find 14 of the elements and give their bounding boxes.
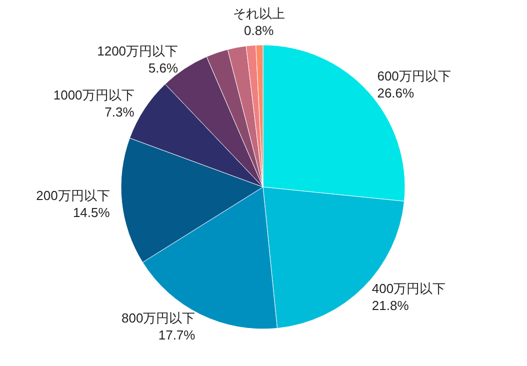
slice-label: 800万円以下 <box>122 310 196 326</box>
data-label: 14.5% <box>72 204 110 220</box>
slice-label: 600万円以下 <box>377 68 451 84</box>
data-label: 7.3% <box>104 104 135 120</box>
slice-label: 1000万円以下 <box>53 87 134 102</box>
data-label: 17.7% <box>158 327 196 342</box>
slice-label: それ以上 <box>232 6 285 22</box>
data-label: 5.6% <box>148 60 178 76</box>
data-label: 21.8% <box>372 298 410 313</box>
data-label: 26.6% <box>377 86 415 101</box>
slice-label: 1200万円以下 <box>97 44 178 59</box>
slice-label: 400万円以下 <box>372 280 446 296</box>
slice-label: 200万円以下 <box>36 188 110 203</box>
data-label: 0.8% <box>244 23 274 38</box>
